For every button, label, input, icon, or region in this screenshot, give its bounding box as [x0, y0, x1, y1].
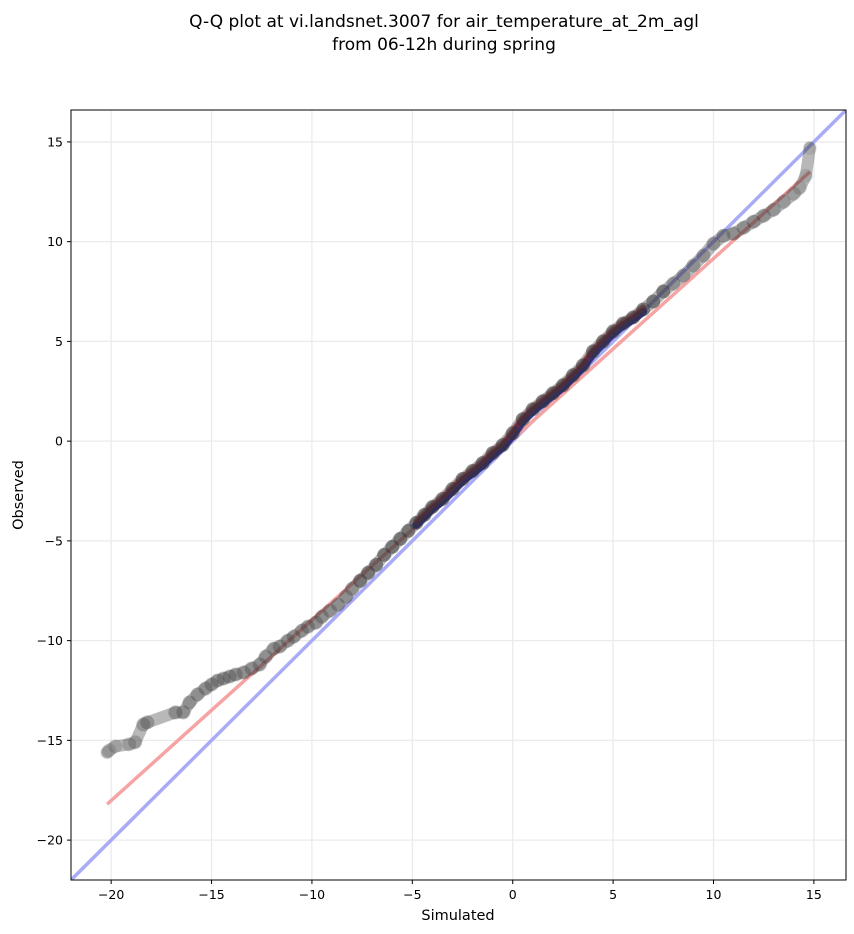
data-point: [176, 705, 191, 720]
data-point: [445, 482, 460, 497]
y-tick-label: −10: [37, 633, 63, 648]
data-point: [515, 412, 530, 427]
data-point: [495, 438, 510, 453]
data-point: [210, 673, 225, 688]
data-point: [525, 402, 540, 417]
y-tick-label: 5: [55, 334, 63, 349]
data-point: [766, 202, 781, 217]
data-point: [190, 687, 205, 702]
data-point: [455, 472, 470, 487]
data-point: [656, 284, 671, 299]
chart-title-line-1: Q-Q plot at vi.landsnet.3007 for air_tem…: [189, 12, 699, 32]
data-point: [236, 665, 251, 680]
data-point: [300, 619, 315, 634]
data-point: [686, 258, 701, 273]
data-point: [776, 194, 791, 209]
data-point: [128, 735, 143, 750]
data-point: [339, 589, 354, 604]
data-point: [308, 615, 323, 630]
data-point: [746, 214, 761, 229]
y-tick-label: −20: [37, 833, 63, 848]
data-point: [646, 294, 661, 309]
data-point: [555, 378, 570, 393]
data-point: [565, 368, 580, 383]
data-point: [545, 386, 560, 401]
plot-frame: [70, 109, 847, 881]
data-point: [198, 681, 213, 696]
data-point: [323, 603, 338, 618]
x-tick-label: −5: [403, 887, 421, 902]
data-point: [786, 186, 801, 201]
data-point: [726, 226, 741, 241]
x-axis-label: Simulated: [421, 908, 494, 924]
data-point: [756, 208, 771, 223]
data-point: [331, 597, 346, 612]
data-point: [286, 629, 301, 644]
data-point: [505, 426, 520, 441]
data-point: [606, 324, 621, 339]
data-point: [136, 717, 151, 732]
data-point: [465, 464, 480, 479]
data-point: [244, 661, 259, 676]
y-tick-label: −15: [37, 733, 63, 748]
data-point: [626, 310, 641, 325]
data-point: [252, 657, 267, 672]
data-point: [266, 641, 281, 656]
data-point: [168, 705, 183, 720]
data-point: [280, 633, 295, 648]
chart-title-line-2: from 06-12h during spring: [332, 35, 556, 55]
data-point: [636, 302, 651, 317]
plot-series: [71, 110, 846, 880]
x-tick-label: −15: [198, 887, 224, 902]
data-point: [475, 456, 490, 471]
data-point: [596, 334, 611, 349]
data-point: [792, 180, 807, 195]
y-tick-label: 0: [55, 434, 63, 449]
data-point: [216, 671, 231, 686]
x-tick-label: 5: [609, 887, 617, 902]
data-point: [575, 358, 590, 373]
x-tick-label: 15: [806, 887, 822, 902]
data-point: [108, 739, 123, 754]
data-point: [222, 669, 237, 684]
x-tick-label: 0: [509, 887, 517, 902]
data-point: [314, 609, 329, 624]
y-tick-label: −5: [45, 533, 63, 548]
data-point: [798, 168, 813, 183]
axis-ticks: −20 −15 −10 −5 0 5 10 15 −20 −15 −10 −5 0 5 10 15: [37, 134, 822, 902]
x-tick-label: −20: [98, 887, 124, 902]
data-point: [802, 140, 817, 155]
x-tick-label: −10: [299, 887, 325, 902]
identity-line: [71, 110, 846, 880]
data-point: [706, 236, 721, 251]
data-point: [696, 248, 711, 263]
data-point: [228, 667, 243, 682]
data-point: [258, 649, 273, 664]
quantile-band: [101, 141, 816, 759]
data-point: [182, 695, 197, 710]
data-point: [716, 228, 731, 243]
data-point: [736, 220, 751, 235]
data-point: [100, 745, 115, 760]
y-axis-label: Observed: [11, 460, 27, 530]
data-point: [666, 276, 681, 291]
data-point: [140, 715, 155, 730]
data-point: [122, 737, 137, 752]
data-point: [272, 639, 287, 654]
data-point: [535, 394, 550, 409]
data-point: [485, 446, 500, 461]
x-tick-label: 10: [706, 887, 722, 902]
data-point: [676, 268, 691, 283]
grid-lines: [71, 110, 846, 880]
data-point: [435, 491, 450, 506]
y-tick-label: 15: [47, 134, 63, 149]
data-point: [369, 557, 384, 572]
data-point: [294, 623, 309, 638]
data-point: [586, 344, 601, 359]
y-tick-label: 10: [47, 234, 63, 249]
data-point: [204, 677, 219, 692]
data-point: [102, 743, 117, 758]
data-point: [425, 499, 440, 514]
